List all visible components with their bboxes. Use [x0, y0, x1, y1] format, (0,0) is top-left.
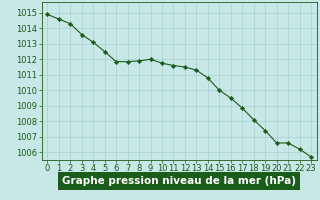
- X-axis label: Graphe pression niveau de la mer (hPa): Graphe pression niveau de la mer (hPa): [62, 176, 296, 186]
